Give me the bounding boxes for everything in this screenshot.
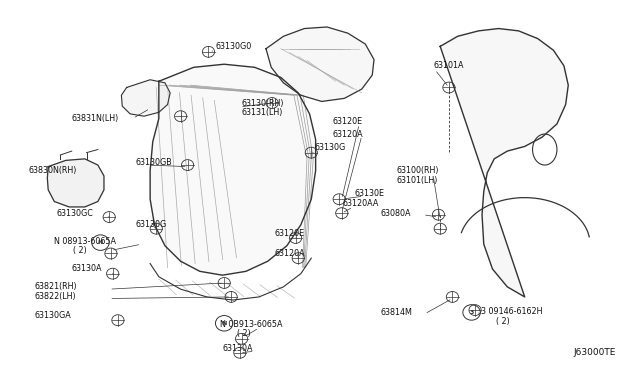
Text: 63080A: 63080A xyxy=(381,209,412,218)
Text: 63120A: 63120A xyxy=(332,129,363,138)
Text: 63120E: 63120E xyxy=(332,117,362,126)
Text: 63131(LH): 63131(LH) xyxy=(242,108,283,117)
Text: 63120E: 63120E xyxy=(275,229,305,238)
Text: 63130(RH): 63130(RH) xyxy=(242,99,284,108)
Text: ( 2): ( 2) xyxy=(496,317,509,326)
Text: 63120AA: 63120AA xyxy=(342,199,379,208)
Text: 63130A: 63130A xyxy=(223,344,253,353)
Text: 63120A: 63120A xyxy=(275,249,305,258)
Text: 3 09146-6162H: 3 09146-6162H xyxy=(481,307,543,316)
Polygon shape xyxy=(266,27,374,102)
Text: N 0B913-6065A: N 0B913-6065A xyxy=(220,320,282,328)
Text: 63130E: 63130E xyxy=(355,189,385,198)
Text: 63821(RH): 63821(RH) xyxy=(35,282,77,291)
Text: 63130G: 63130G xyxy=(315,143,346,152)
Polygon shape xyxy=(122,80,170,116)
Text: 63130GC: 63130GC xyxy=(57,209,94,218)
Text: 63101A: 63101A xyxy=(433,61,464,70)
Text: 63831N(LH): 63831N(LH) xyxy=(72,114,119,123)
Text: 63130G0: 63130G0 xyxy=(216,42,252,51)
Text: 63130G: 63130G xyxy=(135,220,166,229)
Text: 63100(RH): 63100(RH) xyxy=(397,166,439,175)
Text: 63101(LH): 63101(LH) xyxy=(397,176,438,185)
Text: ( 2): ( 2) xyxy=(72,246,86,255)
Text: J63000TE: J63000TE xyxy=(574,348,616,357)
Text: 63822(LH): 63822(LH) xyxy=(35,292,76,301)
Polygon shape xyxy=(440,29,568,297)
Text: 63130A: 63130A xyxy=(72,264,102,273)
Text: 63814M: 63814M xyxy=(381,308,413,317)
Polygon shape xyxy=(150,64,316,275)
Text: 3: 3 xyxy=(469,310,474,315)
Text: N: N xyxy=(221,321,227,326)
Text: ( 2): ( 2) xyxy=(237,329,251,338)
Polygon shape xyxy=(47,159,104,207)
Text: N: N xyxy=(98,240,103,245)
Text: 63130GA: 63130GA xyxy=(35,311,71,320)
Text: N 08913-6065A: N 08913-6065A xyxy=(54,237,116,246)
Text: 63830N(RH): 63830N(RH) xyxy=(28,166,77,175)
Text: 63130GB: 63130GB xyxy=(135,158,172,167)
